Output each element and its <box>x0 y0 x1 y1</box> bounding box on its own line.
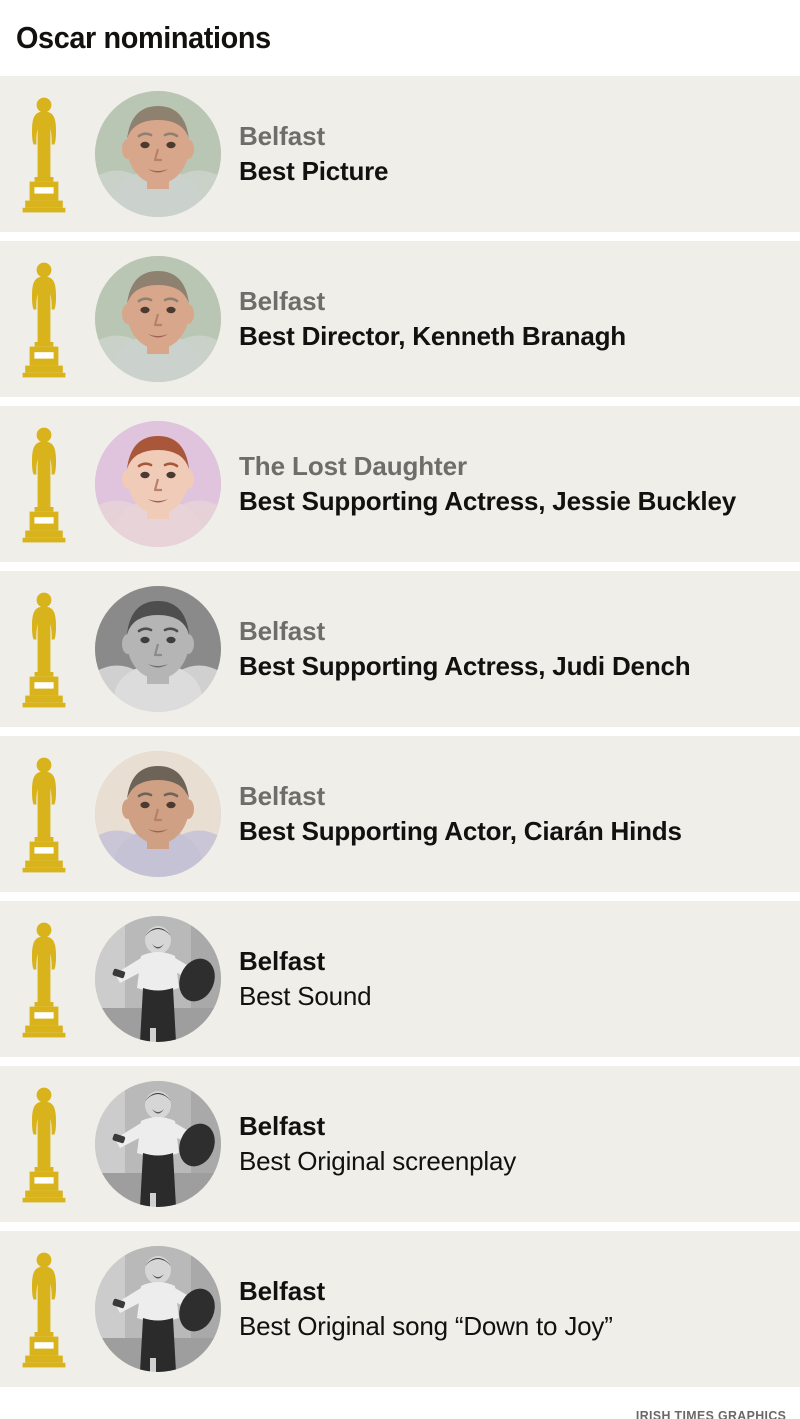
award-category: Best Sound <box>239 981 372 1011</box>
avatar-jessie-buckley <box>95 421 221 547</box>
film-title: Belfast <box>239 121 325 152</box>
film-title: Belfast <box>239 1111 325 1142</box>
avatar-cell <box>88 1081 228 1207</box>
oscar-statuette-icon <box>0 590 88 708</box>
nomination-text: Belfast Best Original screenplay <box>228 1111 800 1176</box>
avatar-belfast-film-still <box>95 916 221 1042</box>
avatar-cell <box>88 1246 228 1372</box>
oscar-statuette-icon <box>0 755 88 873</box>
oscar-statuette-icon <box>22 592 66 708</box>
nomination-row: Belfast Best Sound <box>0 901 800 1057</box>
nomination-row: Belfast Best Supporting Actress, Judi Den… <box>0 571 800 727</box>
oscar-statuette-icon <box>22 1252 66 1368</box>
oscar-statuette-icon <box>22 922 66 1038</box>
oscar-statuette-icon <box>0 95 88 213</box>
nomination-row: The Lost Daughter Best Supporting Actress… <box>0 406 800 562</box>
oscar-statuette-icon <box>22 427 66 543</box>
nomination-row: Belfast Best Original screenplay <box>0 1066 800 1222</box>
nomination-text: Belfast Best Sound <box>228 946 800 1011</box>
nomination-text: The Lost Daughter Best Supporting Actress… <box>228 451 800 516</box>
nomination-row: Belfast Best Picture <box>0 76 800 232</box>
award-category: Best Picture <box>239 156 389 186</box>
graphics-credit: IRISH TIMES GRAPHICS <box>635 1408 786 1419</box>
film-title: Belfast <box>239 1276 325 1307</box>
award-category: Best Supporting Actress, Jessie Buckley <box>239 486 736 516</box>
award-category: Best Director, Kenneth Branagh <box>239 321 626 351</box>
award-category: Best Original song “Down to Joy” <box>239 1311 613 1341</box>
nomination-row: Belfast Best Director, Kenneth Branagh <box>0 241 800 397</box>
oscar-statuette-icon <box>22 1087 66 1203</box>
nomination-text: Belfast Best Supporting Actress, Judi Den… <box>228 616 800 681</box>
avatar-belfast-film-still <box>95 1246 221 1372</box>
oscar-statuette-icon <box>0 425 88 543</box>
oscar-statuette-icon <box>0 1250 88 1368</box>
nominations-list: Belfast Best Picture Belfast Best Director,… <box>0 76 800 1387</box>
oscar-statuette-icon <box>0 260 88 378</box>
avatar-ciaran-hinds <box>95 751 221 877</box>
nomination-text: Belfast Best Director, Kenneth Branagh <box>228 286 800 351</box>
avatar-cell <box>88 916 228 1042</box>
film-title: Belfast <box>239 616 325 647</box>
title-bar: Oscar nominations <box>0 0 800 76</box>
nomination-row: Belfast Best Original song “Down to Joy” <box>0 1231 800 1387</box>
film-title: The Lost Daughter <box>239 451 467 482</box>
page-title: Oscar nominations <box>16 20 271 55</box>
award-category: Best Supporting Actor, Ciarán Hinds <box>239 816 682 846</box>
avatar-cell <box>88 586 228 712</box>
avatar-cell <box>88 91 228 217</box>
award-category: Best Supporting Actress, Judi Dench <box>239 651 691 681</box>
avatar-belfast-film-still <box>95 1081 221 1207</box>
nomination-text: Belfast Best Supporting Actor, Ciarán Hin… <box>228 781 800 846</box>
avatar-judi-dench <box>95 586 221 712</box>
oscar-statuette-icon <box>22 262 66 378</box>
avatar-cell <box>88 256 228 382</box>
award-category: Best Original screenplay <box>239 1146 516 1176</box>
avatar-kenneth-branagh <box>95 91 221 217</box>
film-title: Belfast <box>239 781 325 812</box>
avatar-cell <box>88 421 228 547</box>
oscar-statuette-icon <box>22 97 66 213</box>
nomination-text: Belfast Best Original song “Down to Joy” <box>228 1276 800 1341</box>
avatar-kenneth-branagh <box>95 256 221 382</box>
film-title: Belfast <box>239 286 325 317</box>
oscar-statuette-icon <box>0 920 88 1038</box>
nomination-row: Belfast Best Supporting Actor, Ciarán Hin… <box>0 736 800 892</box>
nomination-text: Belfast Best Picture <box>228 121 800 186</box>
avatar-cell <box>88 751 228 877</box>
footer: IRISH TIMES GRAPHICS <box>0 1387 800 1419</box>
oscar-statuette-icon <box>22 757 66 873</box>
film-title: Belfast <box>239 946 325 977</box>
oscar-statuette-icon <box>0 1085 88 1203</box>
